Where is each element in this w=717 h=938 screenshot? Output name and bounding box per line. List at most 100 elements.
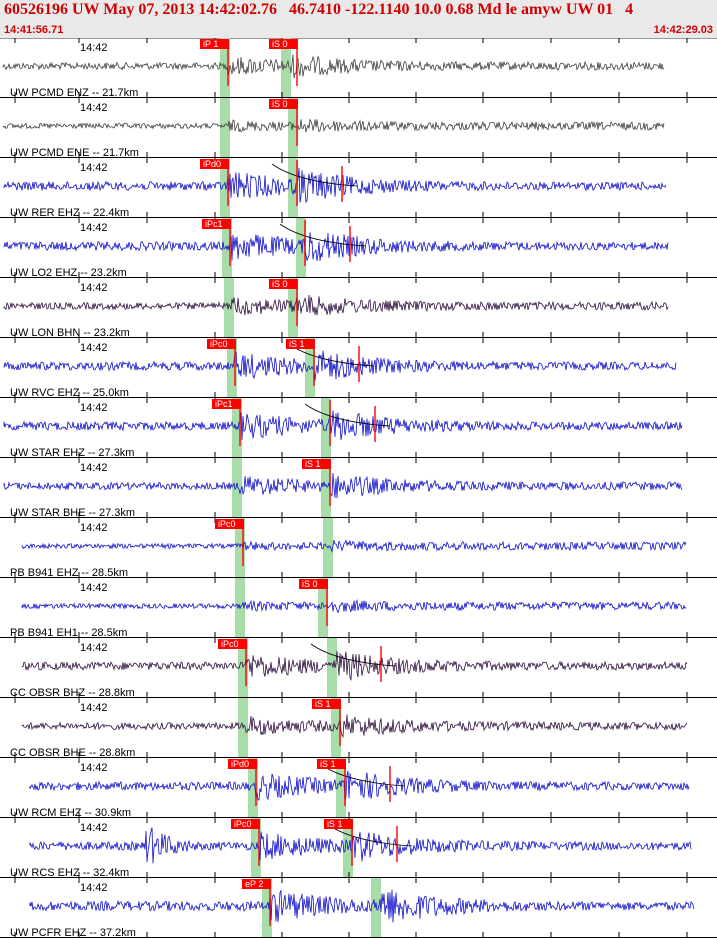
trace-time-label: 14:42 (80, 882, 108, 894)
waveform (3, 294, 669, 316)
phase-pick-tag[interactable] (207, 339, 236, 349)
station-label: PB B941 EHZ -- 28.5km (10, 567, 128, 579)
waveform (29, 827, 692, 864)
s-window-band (336, 758, 346, 818)
trace-row[interactable]: iS 0 14:42 UW LON BHN -- 23.2km (0, 278, 717, 339)
p-window-band (220, 158, 230, 218)
trace-time-label: 14:42 (80, 822, 108, 834)
phase-pick-tag[interactable] (200, 39, 229, 49)
phase-pick-tag[interactable] (215, 519, 244, 529)
seismogram-panel[interactable]: iP 1 iS 0 14:42 UW PCMD ENZ -- 21.7km iS 0 14… (0, 38, 717, 938)
phase-pick-tag[interactable] (231, 819, 260, 829)
phase-pick-label: iS 1 (320, 759, 336, 769)
phase-pick-label: iPc0 (221, 639, 239, 649)
phase-pick-label: iS 0 (272, 39, 288, 49)
station-label: UW STAR BHE -- 27.3km (10, 507, 135, 519)
phase-pick-label: iPc0 (234, 819, 252, 829)
station-label: UW RCS EHZ -- 32.4km (10, 867, 129, 879)
trace-row[interactable]: iPc0 14:42 PB B941 EHZ -- 28.5km (0, 518, 717, 579)
phase-pick-tag[interactable] (218, 639, 247, 649)
waveform (3, 350, 677, 381)
trace-row[interactable]: iS 0 14:42 PB B941 EH1 -- 28.5km (0, 578, 717, 639)
trace-row[interactable]: eP 2 14:42 UW PCFR EHZ -- 37.2km (0, 878, 717, 938)
trace-time-label: 14:42 (80, 222, 108, 234)
trace-row[interactable]: iS 1 14:42 CC OBSR BHE -- 28.8km (0, 698, 717, 759)
phase-pick-label: iPc1 (215, 399, 233, 409)
phase-pick-tag[interactable] (228, 759, 257, 769)
station-label: UW PCMD ENZ -- 21.7km (10, 87, 138, 99)
s-window-band (321, 458, 331, 518)
waveform (21, 650, 688, 681)
phase-pick-label: eP 2 (245, 879, 263, 889)
waveform (3, 232, 669, 262)
p-window-band (232, 398, 242, 458)
p-window-band (220, 38, 230, 98)
phase-pick-label: iP 1 (203, 39, 218, 49)
trace-row[interactable]: iPc1 14:42 UW STAR EHZ -- 27.3km (0, 398, 717, 459)
phase-pick-tag[interactable] (269, 279, 298, 289)
phase-pick-tag[interactable] (269, 39, 298, 49)
station-label: PB B941 EH1 -- 28.5km (10, 627, 127, 639)
trace-time-label: 14:42 (80, 162, 108, 174)
station-label: UW PCFR EHZ -- 37.2km (10, 927, 136, 938)
phase-pick-tag[interactable] (324, 819, 353, 829)
waveform (3, 167, 667, 204)
s-window-band (318, 578, 328, 638)
waveform (21, 539, 687, 553)
s-window-band (327, 638, 337, 698)
phase-pick-tag[interactable] (200, 159, 229, 169)
station-label: UW RER EHZ -- 22.4km (10, 207, 129, 219)
trace-time-label: 14:42 (80, 402, 108, 414)
trace-row[interactable]: iPd0 iS 1 14:42 UW RCM EHZ -- 30.9km (0, 758, 717, 819)
trace-time-label: 14:42 (80, 642, 108, 654)
waveform (21, 599, 687, 614)
phase-pick-tag[interactable] (269, 99, 298, 109)
trace-time-label: 14:42 (80, 102, 108, 114)
trace-row[interactable]: iPc0 iS 1 14:42 UW RVC EHZ -- 25.0km (0, 338, 717, 399)
phase-pick-tag[interactable] (299, 579, 328, 589)
coda-duration-curve (310, 643, 397, 667)
station-label: UW RCM EHZ -- 30.9km (10, 807, 131, 819)
s-window-band (371, 878, 381, 938)
coda-duration-curve (279, 223, 366, 247)
phase-pick-tag[interactable] (202, 219, 231, 229)
window-end-time: 14:42:29.03 (653, 24, 713, 36)
trace-row[interactable]: iPd0 14:42 UW RER EHZ -- 22.4km (0, 158, 717, 219)
coda-duration-curve (271, 163, 358, 187)
phase-pick-tag[interactable] (286, 339, 315, 349)
waveform (2, 54, 665, 79)
station-label: UW PCMD ENE -- 21.7km (10, 147, 139, 159)
trace-row[interactable]: iPc0 iS 1 14:42 UW RCS EHZ -- 32.4km (0, 818, 717, 879)
trace-row[interactable]: iP 1 iS 0 14:42 UW PCMD ENZ -- 21.7km (0, 38, 717, 99)
phase-pick-tag[interactable] (302, 459, 331, 469)
trace-row[interactable]: iPc1 14:42 UW LO2 EHZ -- 23.2km (0, 218, 717, 279)
station-label: UW STAR EHZ -- 27.3km (10, 447, 134, 459)
trace-row[interactable]: iS 1 14:42 UW STAR BHE -- 27.3km (0, 458, 717, 519)
trace-time-label: 14:42 (80, 522, 108, 534)
trace-time-label: 14:42 (80, 582, 108, 594)
phase-pick-label: iPc1 (205, 219, 223, 229)
phase-pick-label: iS 0 (272, 99, 288, 109)
trace-time-label: 14:42 (80, 282, 108, 294)
phase-pick-tag[interactable] (312, 699, 341, 709)
trace-row[interactable]: iS 0 14:42 UW PCMD ENE -- 21.7km (0, 98, 717, 159)
phase-pick-tag[interactable] (242, 879, 271, 889)
phase-pick-tag[interactable] (212, 399, 241, 409)
p-window-band (235, 518, 245, 578)
trace-time-label: 14:42 (80, 42, 108, 54)
phase-pick-label: iPc0 (210, 339, 228, 349)
trace-row[interactable]: iPc0 14:42 CC OBSR BHZ -- 28.8km (0, 638, 717, 699)
phase-pick-tag[interactable] (317, 759, 346, 769)
p-window-band (248, 758, 258, 818)
s-window-band (288, 158, 298, 218)
waveform (3, 410, 683, 441)
coda-duration-curve (304, 403, 391, 427)
station-label: UW LON BHN -- 23.2km (10, 327, 130, 339)
phase-pick-label: iS 1 (327, 819, 343, 829)
event-header: 60526196 UW May 07, 2013 14:42:02.76 46.… (0, 0, 717, 39)
phase-pick-label: iS 0 (272, 279, 288, 289)
waveform (29, 889, 695, 923)
station-label: UW RVC EHZ -- 25.0km (10, 387, 129, 399)
phase-pick-label: iS 0 (302, 579, 318, 589)
window-start-time: 14:41:56.71 (4, 24, 64, 36)
